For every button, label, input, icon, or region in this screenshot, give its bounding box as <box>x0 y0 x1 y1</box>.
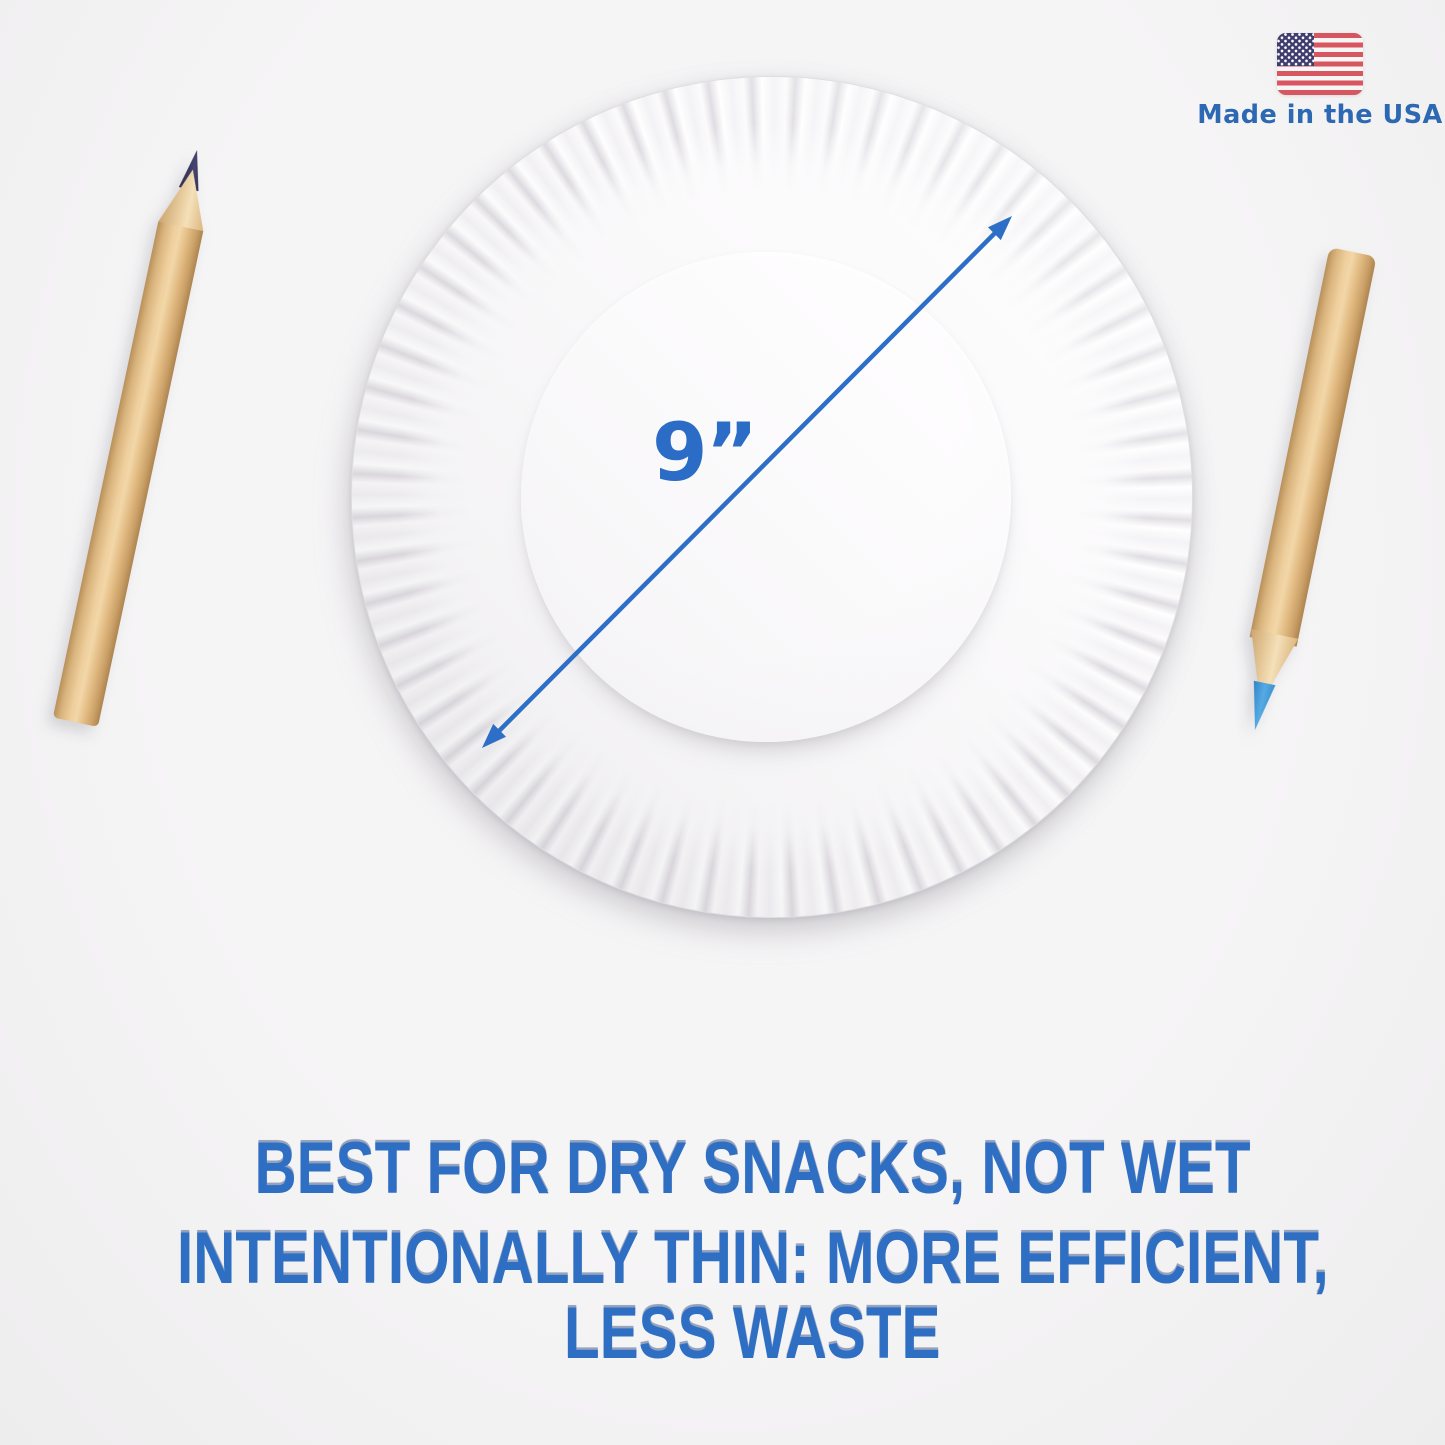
paper-plate <box>351 76 1193 918</box>
us-flag-icon <box>1277 33 1363 95</box>
caption-line-1: BEST FOR DRY SNACKS, NOT WET <box>0 1132 1445 1205</box>
caption-line-2: INTENTIONALLY THIN: MORE EFFICIENT, <box>0 1222 1445 1295</box>
caption-line-2-text: INTENTIONALLY THIN: MORE EFFICIENT, <box>176 1218 1329 1299</box>
flag-canton-stars <box>1277 33 1314 67</box>
pencil-right <box>1231 247 1377 735</box>
caption-line-3: LESS WASTE <box>0 1297 1445 1370</box>
diameter-label: 9” <box>652 406 758 499</box>
pencil-right-lead-tip <box>1244 681 1275 732</box>
caption-line-3-text: LESS WASTE <box>564 1293 941 1374</box>
made-in-usa-label: Made in the USA <box>1197 100 1443 130</box>
plate-shading <box>352 77 1192 917</box>
pencil-left-body <box>52 221 204 727</box>
pencil-right-body <box>1249 247 1377 647</box>
pencil-left <box>52 145 220 727</box>
caption-line-1-text: BEST FOR DRY SNACKS, NOT WET <box>254 1128 1251 1209</box>
